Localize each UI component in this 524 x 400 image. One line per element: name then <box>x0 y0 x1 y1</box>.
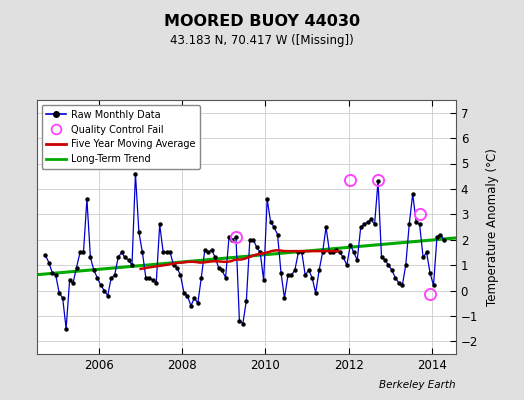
Y-axis label: Temperature Anomaly (°C): Temperature Anomaly (°C) <box>486 148 499 306</box>
Text: 43.183 N, 70.417 W ([Missing]): 43.183 N, 70.417 W ([Missing]) <box>170 34 354 47</box>
Legend: Raw Monthly Data, Quality Control Fail, Five Year Moving Average, Long-Term Tren: Raw Monthly Data, Quality Control Fail, … <box>41 105 200 169</box>
Text: MOORED BUOY 44030: MOORED BUOY 44030 <box>164 14 360 29</box>
Text: Berkeley Earth: Berkeley Earth <box>379 380 456 390</box>
